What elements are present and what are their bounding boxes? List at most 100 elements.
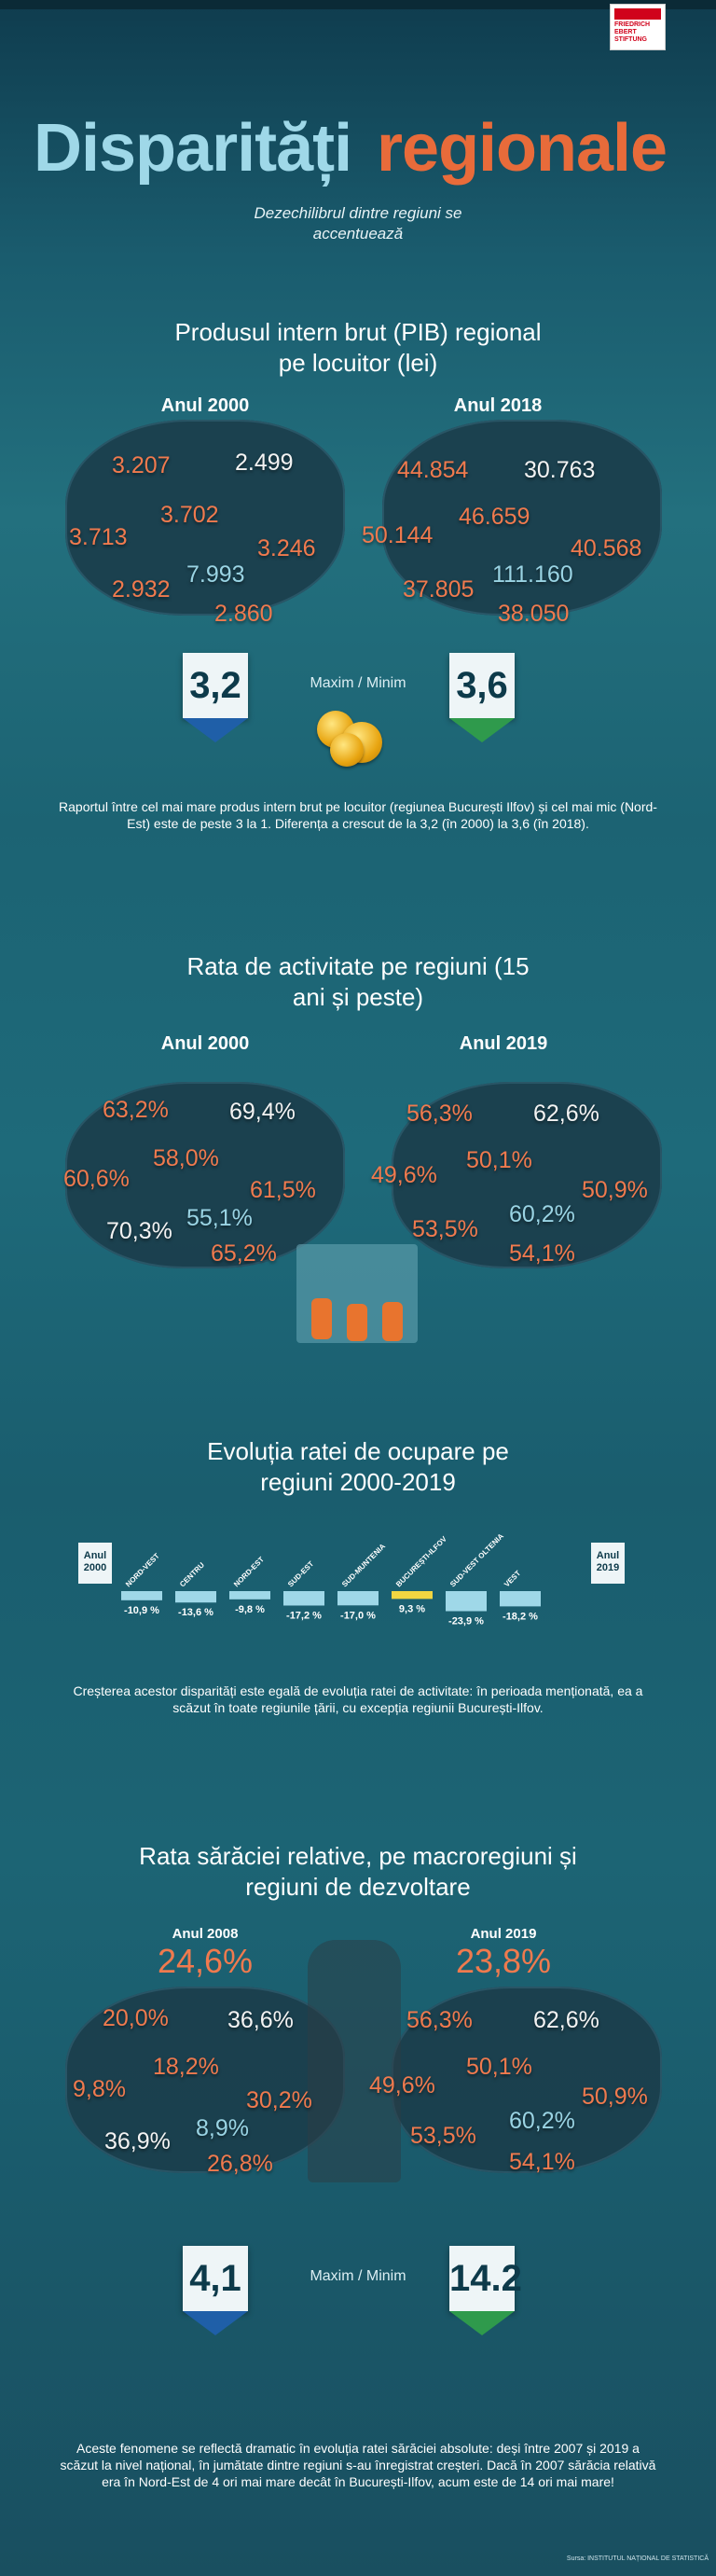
pib-left-year: Anul 2000 [160, 395, 250, 416]
ocupare-bar [392, 1591, 433, 1600]
sar-2008-sud-est: 30,2% [246, 2087, 312, 2113]
ocupare-bar [446, 1591, 487, 1612]
ocupare-note: Creșterea acestor disparități este egală… [73, 1683, 643, 1715]
worker-icon [382, 1302, 403, 1341]
pib-right-year: Anul 2018 [453, 395, 543, 416]
ocupare-bar-value: -23,9 % [448, 1616, 484, 1627]
sar-2019-sud-vest: 53,5% [410, 2123, 476, 2149]
ocupare-bar-label: VEST [503, 1569, 522, 1588]
pib-map-2000 [65, 420, 345, 616]
act-2019-bucuresti: 60,2% [509, 1201, 575, 1227]
ocupare-bar [175, 1591, 216, 1603]
ocupare-bar-value: -17,2 % [286, 1610, 322, 1621]
sar-2019-vest: 49,6% [369, 2072, 435, 2098]
down-arrow-icon [183, 2311, 248, 2335]
ocupare-bar-label: NORD-VEST [124, 1552, 161, 1589]
saracie-ratio-left: 4,1 [183, 2246, 248, 2311]
pib-map-2018 [382, 420, 662, 616]
logo-red-block [614, 8, 661, 20]
flag-start: Anul 2000 [78, 1543, 112, 1584]
title-part2: regionale [377, 111, 668, 186]
pib-2000-nord-est: 2.499 [235, 450, 294, 476]
act-2019-centru: 50,1% [466, 1147, 532, 1173]
pib-2018-bucuresti: 111.160 [492, 561, 573, 588]
act-2000-centru: 58,0% [153, 1145, 219, 1171]
saracie-map-2019 [392, 1987, 662, 2173]
saracie-note: Aceste fenomene se reflectă dramatic în … [60, 2441, 656, 2489]
ocupare-title: Evoluția ratei de ocupare pe regiuni 200… [207, 1437, 509, 1496]
act-2000-bucuresti: 55,1% [186, 1205, 253, 1231]
act-2019-nord-est: 62,6% [533, 1101, 599, 1127]
sar-2019-sud-muntenia: 54,1% [509, 2149, 575, 2175]
activitate-map-2019 [392, 1082, 662, 1268]
top-bar [0, 0, 716, 9]
activitate-title: Rata de activitate pe regiuni (15 ani și… [186, 952, 530, 1011]
sar-2008-nord-est: 36,6% [227, 2007, 294, 2033]
saracie-right-total: 23,8% [455, 1942, 552, 1980]
ocupare-bars: NORD-VEST -10,9 % CENTRU -13,6 % NORD-EST -9,… [121, 1531, 541, 1627]
pib-ratio-right: 3,6 [449, 653, 515, 718]
ocupare-bar-label: BUCUREȘTI-ILFOV [394, 1534, 448, 1588]
pib-2018-sud-muntenia: 38.050 [498, 601, 570, 627]
act-2000-nord-vest: 63,2% [103, 1097, 169, 1123]
act-2019-sud-muntenia: 54,1% [509, 1240, 575, 1267]
act-2000-sud-est: 61,5% [250, 1177, 316, 1203]
pib-2000-sud-muntenia: 2.860 [214, 601, 273, 627]
sar-2008-sud-muntenia: 26,8% [207, 2151, 273, 2177]
act-2000-vest: 60,6% [63, 1166, 130, 1192]
ocupare-bar-value: -18,2 % [503, 1611, 538, 1622]
logo-text: FRIEDRICH EBERT STIFTUNG [614, 21, 651, 43]
pib-2000-sud-vest: 2.932 [112, 576, 171, 602]
activitate-right-year: Anul 2019 [459, 1033, 548, 1054]
down-arrow-icon [183, 718, 248, 742]
ocupare-bar-value: -13,6 % [178, 1607, 213, 1618]
ocupare-bar-value: -17,0 % [340, 1610, 376, 1621]
flag-end: Anul 2019 [591, 1543, 625, 1584]
ocupare-bar [121, 1591, 162, 1600]
fes-logo: FRIEDRICH EBERT STIFTUNG [610, 4, 666, 50]
pib-title: Produsul intern brut (PIB) regional pe l… [174, 318, 542, 377]
pib-2000-nord-vest: 3.207 [112, 452, 171, 478]
pib-2018-nord-vest: 44.854 [397, 457, 469, 483]
ocupare-bar-label: SUD-EST [286, 1559, 315, 1588]
worker-icon [311, 1298, 332, 1339]
pib-2000-bucuresti: 7.993 [186, 561, 245, 588]
pib-2000-centru: 3.702 [160, 502, 219, 528]
sar-2008-centru: 18,2% [153, 2054, 219, 2080]
title-part1: Disparități [34, 111, 352, 186]
act-2019-nord-vest: 56,3% [406, 1101, 473, 1127]
pib-ratio-left: 3,2 [183, 653, 248, 718]
saracie-ratio-label: Maxim / Minim [310, 2268, 406, 2284]
saracie-left-total: 24,6% [157, 1942, 254, 1980]
sar-2019-centru: 50,1% [466, 2054, 532, 2080]
ocupare-bar [337, 1591, 379, 1606]
pib-2018-vest: 50.144 [362, 522, 434, 548]
ocupare-bar-value: -10,9 % [124, 1605, 159, 1616]
sar-2008-sud-vest: 36,9% [104, 2128, 171, 2154]
ocupare-bar-value: 9,3 % [399, 1603, 425, 1614]
ocupare-bar [283, 1591, 324, 1606]
sar-2008-bucuresti: 8,9% [196, 2115, 249, 2141]
pib-2018-nord-est: 30.763 [524, 457, 596, 483]
act-2000-nord-est: 69,4% [229, 1099, 296, 1125]
act-2019-sud-est: 50,9% [582, 1177, 648, 1203]
act-2019-vest: 49,6% [371, 1162, 437, 1188]
saracie-map-2008 [65, 1987, 345, 2173]
saracie-title: Rata sărăciei relative, pe macroregiuni … [139, 1842, 577, 1901]
pib-2018-sud-vest: 37.805 [403, 576, 475, 602]
pib-note: Raportul între cel mai mare produs inter… [59, 799, 657, 831]
pib-ratio-label: Maxim / Minim [310, 675, 406, 691]
worker-icon [347, 1304, 367, 1341]
sar-2008-vest: 9,8% [73, 2076, 126, 2102]
act-2000-sud-muntenia: 65,2% [211, 1240, 277, 1267]
coin-icon [330, 733, 364, 767]
saracie-right-year: Anul 2019 [470, 1926, 537, 1942]
person-silhouette [308, 1940, 401, 2182]
act-2000-sud-vest: 70,3% [106, 1218, 172, 1244]
ocupare-bar [229, 1591, 270, 1600]
source: Sursa: INSTITUTUL NAȚIONAL DE STATISTICĂ [566, 2555, 709, 2562]
saracie-ratio-right: 14.2 [449, 2246, 522, 2311]
ocupare-bar-label: CENTRU [178, 1560, 206, 1588]
ocupare-bar-value: -9,8 % [235, 1604, 265, 1615]
ocupare-bar-label: NORD-EST [232, 1555, 266, 1588]
